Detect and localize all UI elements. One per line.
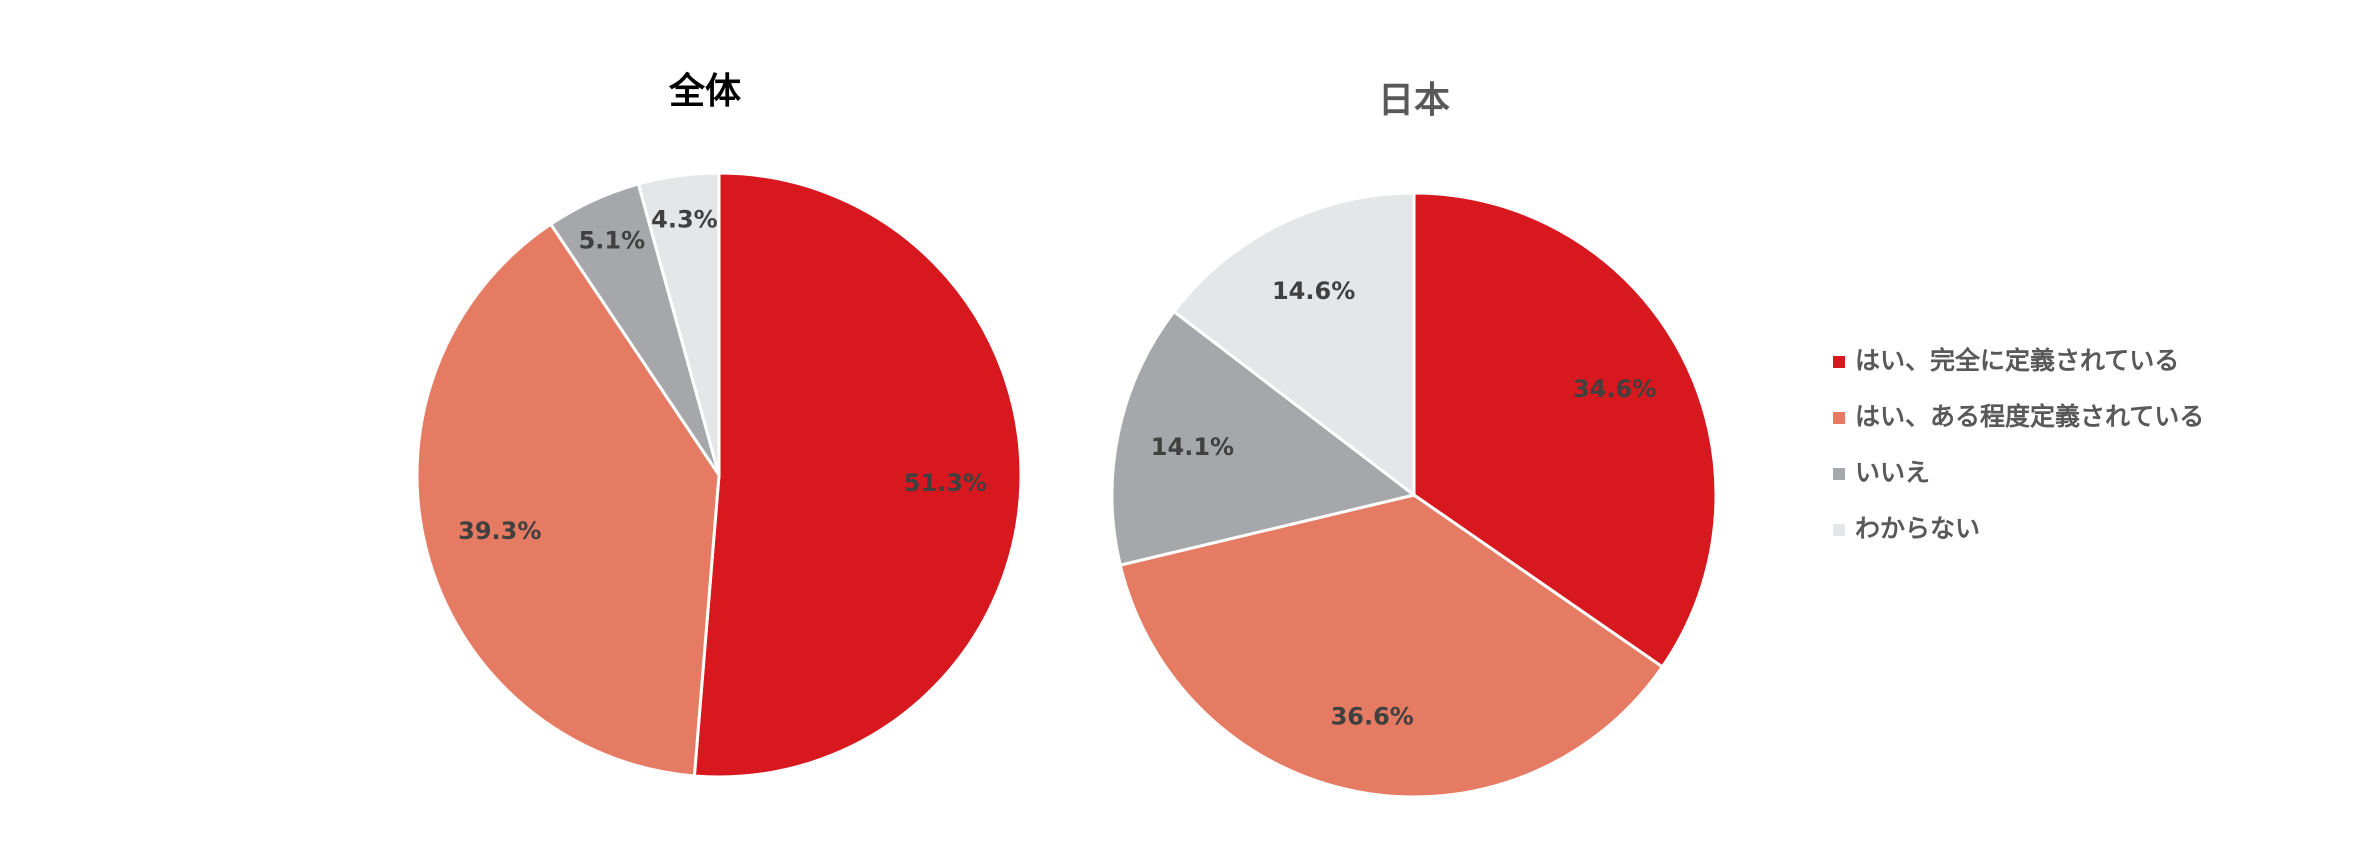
data-label: 34.6% [1573, 375, 1656, 403]
pie-slice [415, 222, 721, 778]
pie-slice [1412, 191, 1718, 669]
data-label: 4.3% [651, 206, 718, 234]
legend-marker [1833, 356, 1845, 368]
pie-slice [692, 171, 1023, 779]
data-label: 14.6% [1272, 277, 1355, 305]
data-label: 39.3% [458, 517, 541, 545]
legend-marker [1833, 468, 1845, 480]
pie-slice [1118, 493, 1665, 799]
chart-title: 全体 [668, 70, 741, 112]
legend-marker [1833, 524, 1845, 536]
legend-marker [1833, 412, 1845, 424]
legend-label: わからない [1855, 514, 1980, 543]
legend-label: はい、完全に定義されている [1855, 346, 2179, 375]
data-label: 5.1% [579, 227, 646, 255]
pie-slice [1110, 309, 1418, 567]
pie-slice [636, 171, 721, 476]
chart-title: 日本 [1378, 80, 1450, 121]
data-label: 14.1% [1151, 433, 1234, 461]
data-label: 51.3% [904, 469, 987, 497]
pie-slice [1171, 191, 1416, 499]
legend-label: いいえ [1855, 458, 1930, 487]
legend-label: はい、ある程度定義されている [1855, 402, 2204, 431]
data-label: 36.6% [1331, 703, 1414, 731]
